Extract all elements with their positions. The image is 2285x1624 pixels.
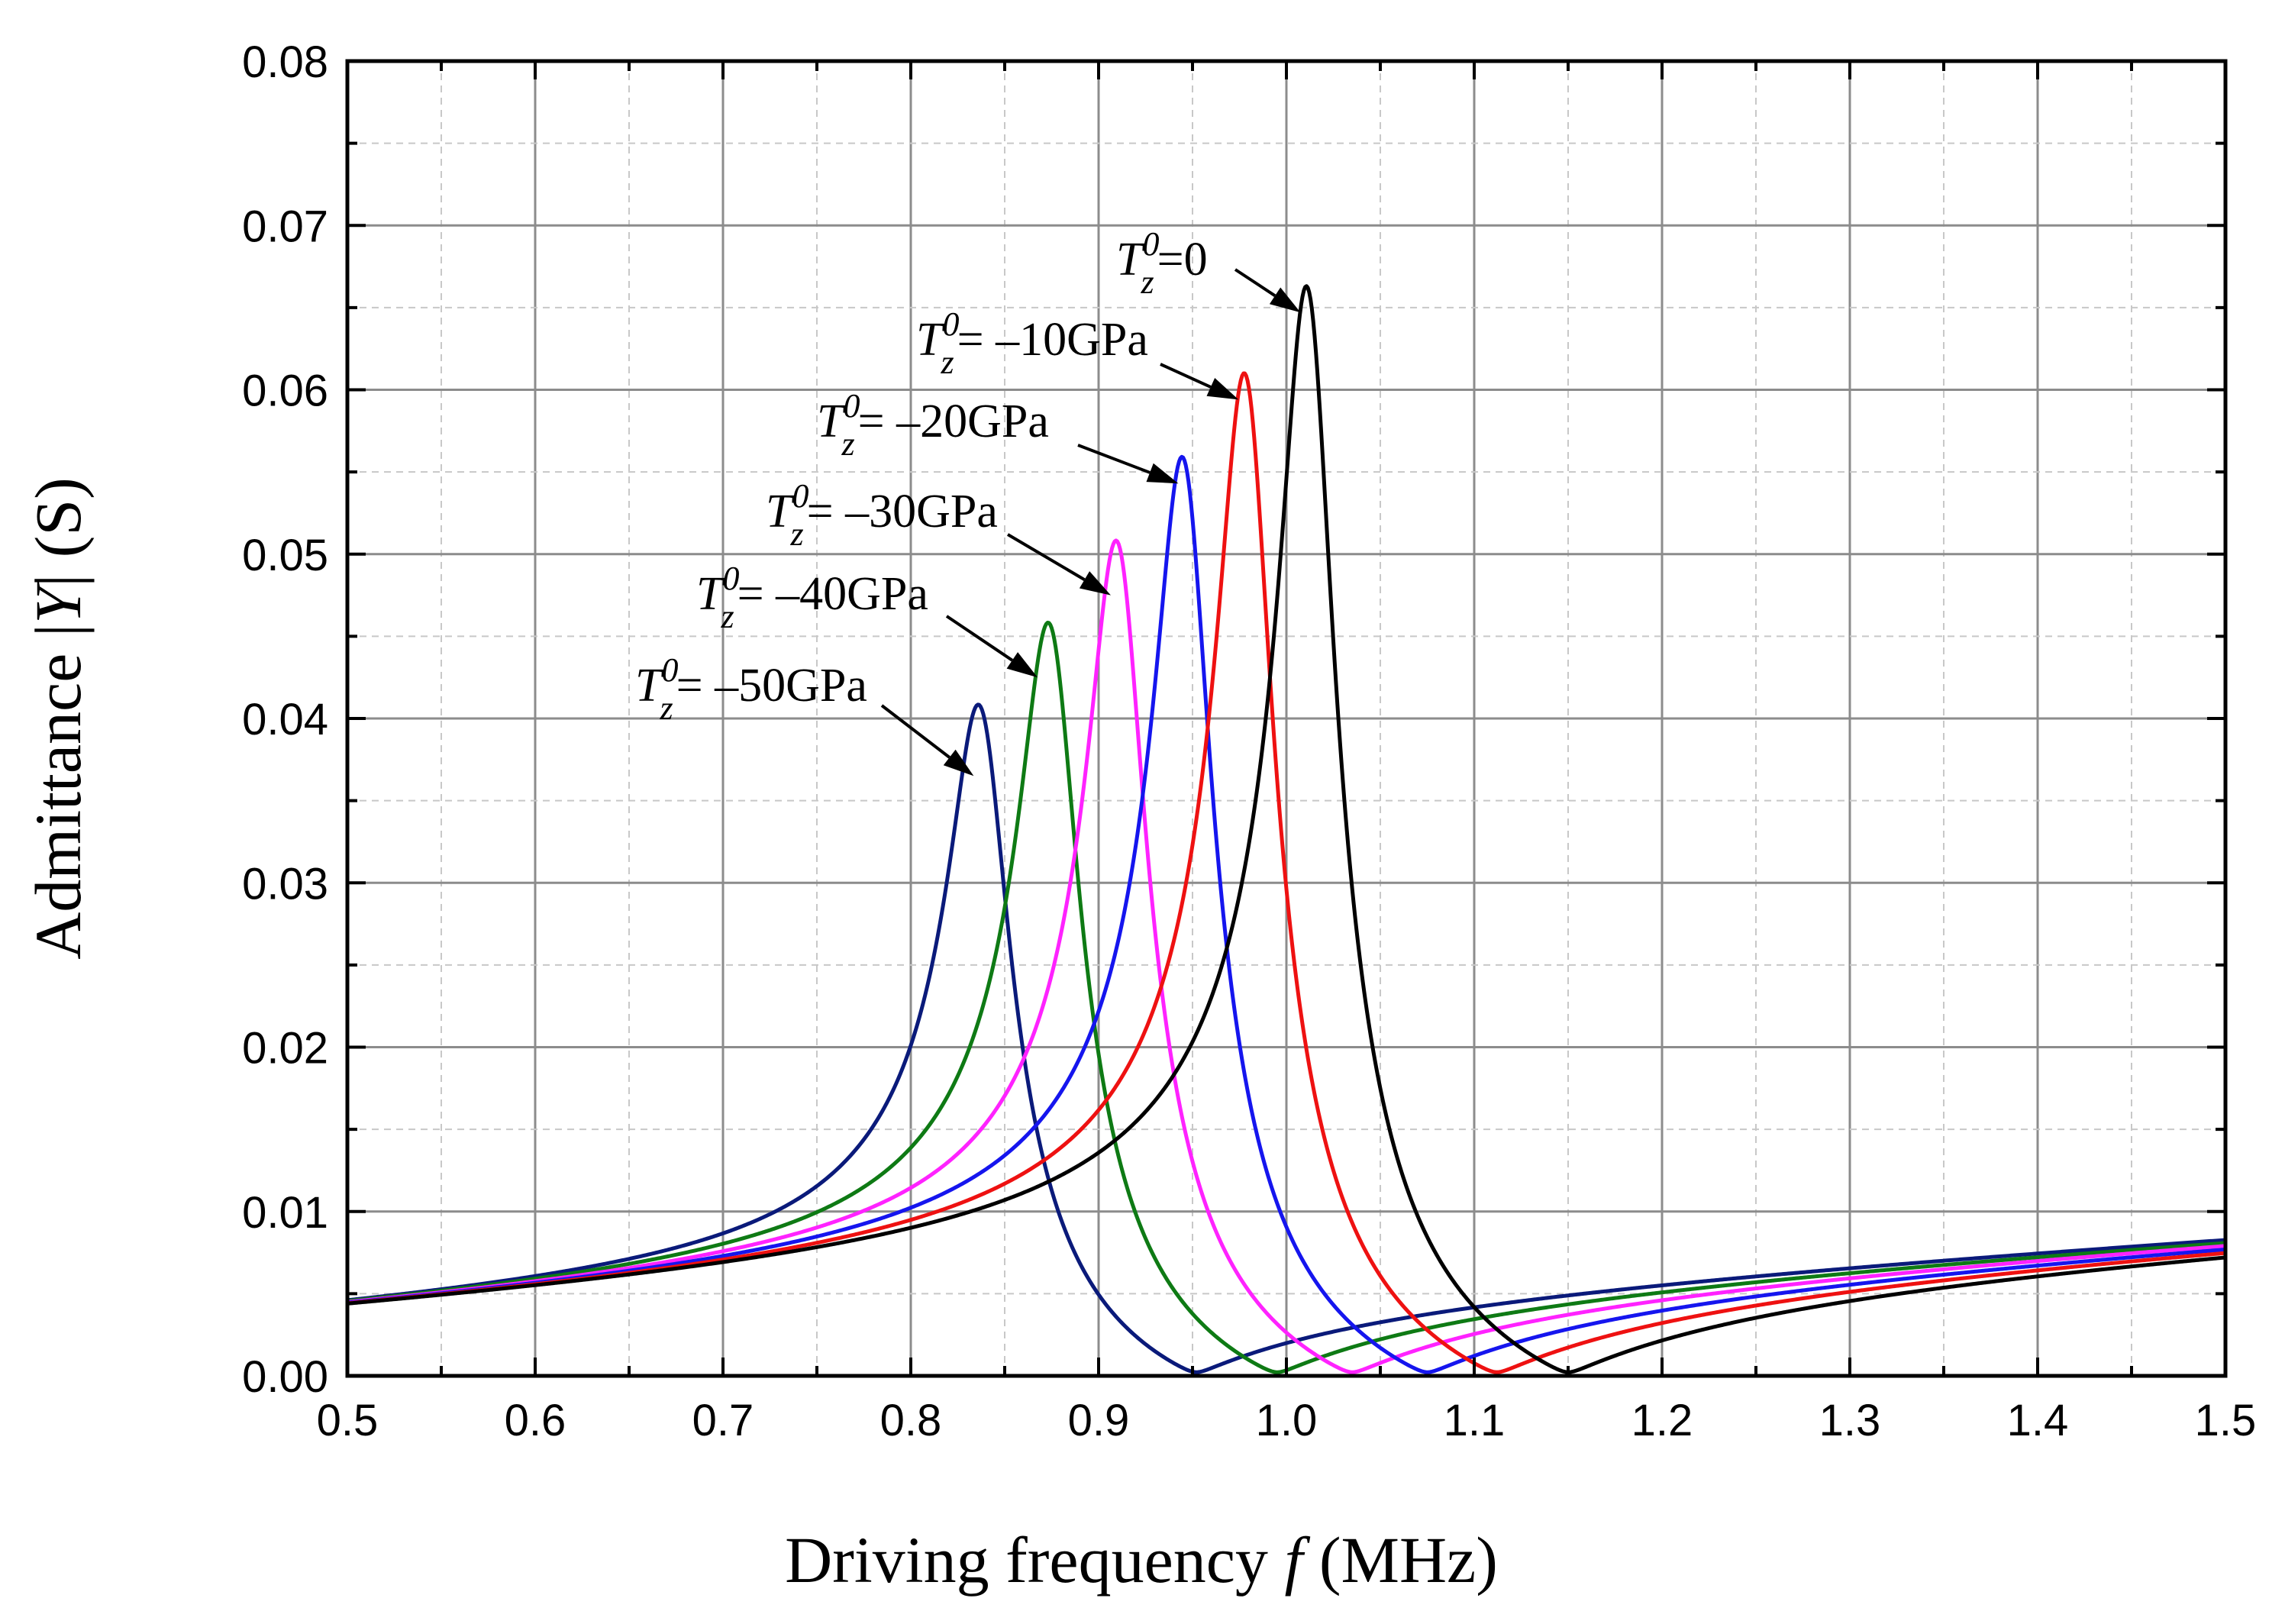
annotation-label: T0 z= –10GPa [916,305,1148,381]
annotation-sub: z [940,344,954,381]
annotation-sup: 0 [843,387,860,425]
x-tick-label: 1.4 [2007,1396,2069,1445]
y-axis-title-var: Y [21,581,95,624]
annotation-text: = –50GPa [676,660,867,712]
x-axis-title-suffix: (MHz) [1302,1523,1498,1597]
annotation-arrow-line [1077,444,1151,474]
x-tick-label: 1.3 [1819,1396,1881,1445]
curve-series-4 [347,454,2226,1374]
annotation-arrow-head [1206,378,1239,400]
annotation-symbol: T [916,314,946,366]
annotation-sup: 0 [1142,225,1159,263]
annotation-sub: z [1140,263,1154,301]
axis-ticks: 0.5 0.6 0.7 0.8 0.9 1.0 1.1 1.2 1.3 1.4 1.5 0.00 0.0… [242,37,2256,1445]
annotation-symbol: T [1116,234,1146,286]
annotation-label: T0 z= –40GPa [696,560,928,635]
annotation-arrow-line [1160,363,1212,389]
annotation-arrow-head [1146,463,1179,484]
y-axis-title-suffix: | (S) [21,477,95,587]
y-tick-label: 0.08 [242,37,328,87]
y-tick-label: 0.01 [242,1188,328,1238]
y-axis-title: Admittance |Y| (S) [21,477,95,960]
annotation-text: = –10GPa [957,314,1148,366]
annotation-arrow-head [1269,287,1301,313]
annotation-label: T0 z=0 [1116,225,1208,301]
annotation-symbol: T [817,396,847,447]
x-tick-label: 1.5 [2195,1396,2257,1445]
annotation-sub: z [659,689,673,727]
annotation-text: = –30GPa [807,486,998,538]
annotation-symbol: T [766,486,796,538]
annotation-sup: 0 [661,651,678,689]
annotation-arrow-head [943,749,974,776]
curve-series-3 [347,538,2226,1374]
annotation-symbol: T [635,660,665,712]
x-tick-label: 1.1 [1444,1396,1506,1445]
y-tick-label: 0.05 [242,531,328,580]
annotation-text: =0 [1157,234,1208,286]
annotation-arrow-head [1079,571,1111,596]
x-tick-label: 0.5 [317,1396,379,1445]
x-tick-label: 1.0 [1256,1396,1318,1445]
grid [346,60,2227,1377]
annotation-sub: z [841,425,854,463]
annotation-text: = –20GPa [858,396,1049,447]
annotation-arrow-line [1234,268,1276,297]
annotation-symbol: T [696,568,726,620]
annotation-sub: z [789,515,803,553]
annotation-sub: z [720,598,734,635]
annotation-arrow-line [1006,533,1086,581]
x-tick-label: 1.2 [1631,1396,1693,1445]
curve-series-1 [347,702,2226,1374]
annotation-arrow-line [880,704,950,759]
y-axis-title-prefix: Admittance | [21,624,95,960]
y-tick-label: 0.07 [242,202,328,251]
annotation-label: T0 z= –20GPa [817,387,1049,463]
x-axis-title: Driving frequency f (MHz) [785,1523,1498,1597]
y-tick-label: 0.02 [242,1024,328,1074]
curve-series-6 [347,284,2226,1374]
y-tick-label: 0.03 [242,859,328,909]
y-tick-label: 0.04 [242,695,328,744]
x-axis-title-prefix: Driving frequency [785,1523,1284,1597]
y-tick-label: 0.00 [242,1352,328,1402]
x-tick-label: 0.9 [1068,1396,1130,1445]
annotation-label: T0 z= –30GPa [766,477,998,553]
x-tick-label: 0.6 [505,1396,566,1445]
x-tick-label: 0.8 [880,1396,942,1445]
annotation-text: = –40GPa [737,568,928,620]
annotation-sup: 0 [792,477,808,515]
y-tick-label: 0.06 [242,366,328,416]
annotation-arrow-head [1006,652,1038,678]
annotation-label: T0 z= –50GPa [635,651,867,727]
annotation-sup: 0 [942,305,959,343]
annotation-sup: 0 [722,560,739,597]
x-tick-label: 0.7 [692,1396,754,1445]
annotation-arrow-line [945,615,1013,662]
